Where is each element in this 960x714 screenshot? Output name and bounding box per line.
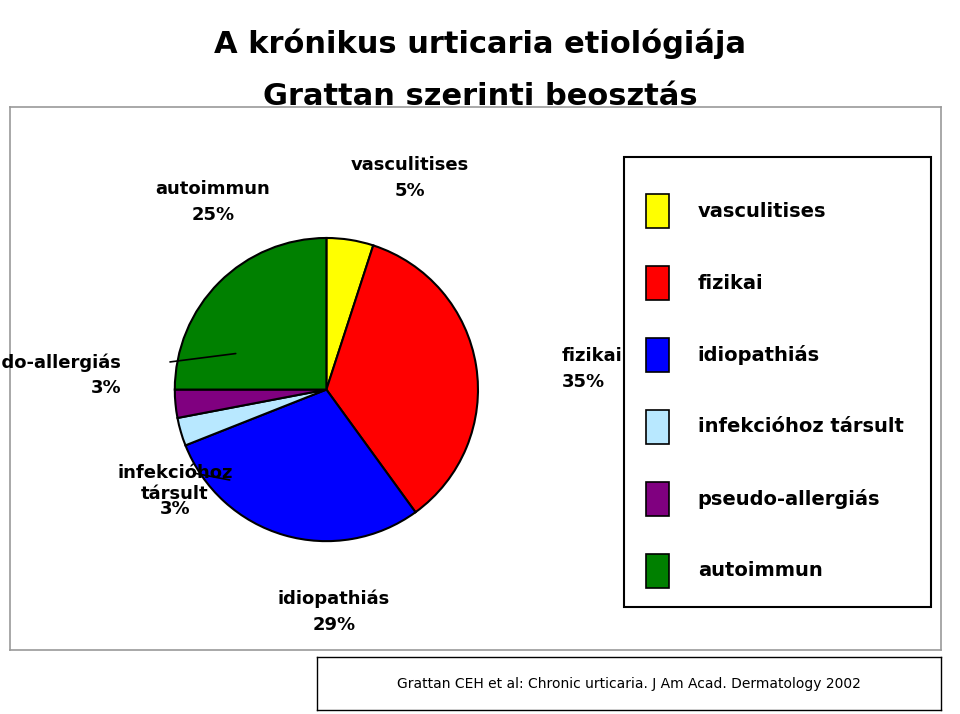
Text: vasculitises: vasculitises — [350, 156, 468, 174]
Wedge shape — [175, 238, 326, 390]
FancyBboxPatch shape — [624, 157, 931, 607]
Text: Grattan CEH et al: Chronic urticaria. J Am Acad. Dermatology 2002: Grattan CEH et al: Chronic urticaria. J … — [396, 677, 861, 690]
Text: fizikai: fizikai — [698, 273, 763, 293]
Bar — [645, 554, 668, 588]
Wedge shape — [178, 390, 326, 446]
Text: 25%: 25% — [191, 206, 234, 224]
Text: 5%: 5% — [395, 182, 425, 200]
Text: 35%: 35% — [562, 373, 605, 391]
Text: pseudo-allergiás: pseudo-allergiás — [698, 489, 880, 509]
Text: fizikai: fizikai — [562, 347, 622, 366]
Bar — [645, 482, 668, 516]
Text: infekcióhoz társult: infekcióhoz társult — [698, 418, 903, 436]
Wedge shape — [185, 390, 416, 541]
Text: autoimmun: autoimmun — [698, 561, 823, 580]
Text: 29%: 29% — [312, 615, 355, 633]
Text: infekcióhoz
társult: infekcióhoz társult — [117, 464, 232, 503]
Text: autoimmun: autoimmun — [156, 181, 270, 198]
Text: pseudo-allergiás: pseudo-allergiás — [0, 353, 122, 371]
Text: 3%: 3% — [159, 501, 190, 518]
Text: 3%: 3% — [91, 379, 122, 397]
Bar — [645, 194, 668, 228]
Text: A krónikus urticaria etiológiája: A krónikus urticaria etiológiája — [214, 29, 746, 59]
Text: Grattan szerinti beosztás: Grattan szerinti beosztás — [263, 82, 697, 111]
Text: idiopathiás: idiopathiás — [698, 345, 820, 365]
Bar — [645, 338, 668, 372]
Wedge shape — [326, 246, 478, 512]
Text: vasculitises: vasculitises — [698, 201, 827, 221]
Text: idiopathiás: idiopathiás — [277, 590, 390, 608]
Bar — [645, 266, 668, 300]
Wedge shape — [175, 390, 326, 418]
Wedge shape — [326, 238, 373, 390]
Bar — [645, 410, 668, 444]
